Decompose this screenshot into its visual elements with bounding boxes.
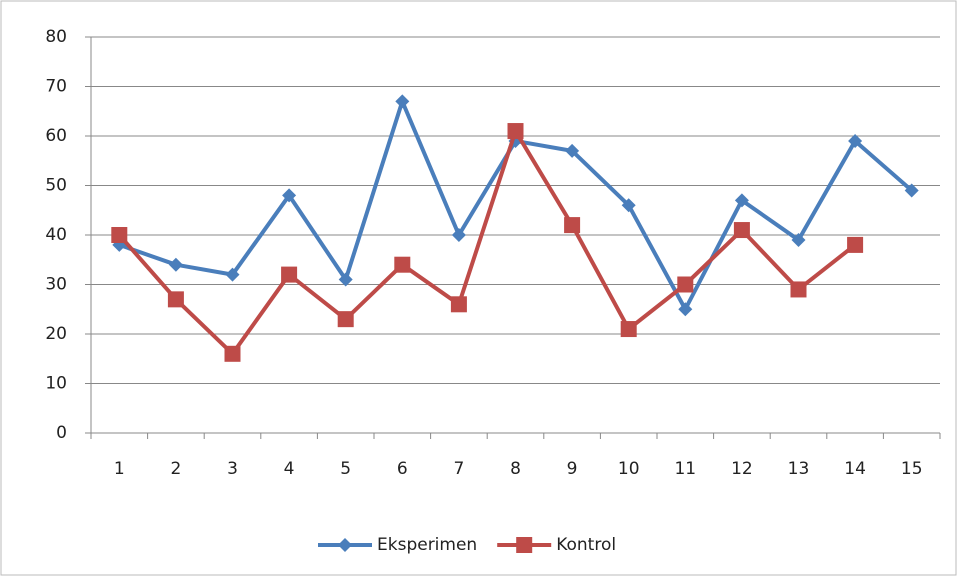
legend-marker — [338, 538, 352, 552]
y-tick-label: 40 — [45, 225, 67, 245]
x-tick-label: 6 — [397, 459, 408, 479]
data-point — [677, 276, 694, 293]
data-point — [224, 345, 241, 362]
data-point — [847, 236, 864, 253]
data-point — [337, 311, 354, 328]
y-tick-label: 70 — [45, 77, 67, 97]
data-point — [848, 133, 863, 148]
legend-label: Kontrol — [556, 535, 616, 555]
x-tick-label: 12 — [731, 459, 753, 479]
data-point — [791, 232, 806, 247]
data-point — [395, 94, 410, 109]
data-point — [282, 188, 297, 203]
x-tick-label: 8 — [510, 459, 521, 479]
data-point — [281, 266, 298, 283]
series-line — [117, 129, 857, 356]
x-tick-label: 15 — [901, 459, 923, 479]
x-tick-label: 13 — [788, 459, 810, 479]
y-tick-label: 30 — [45, 275, 67, 295]
x-tick-label: 7 — [453, 459, 464, 479]
data-point — [565, 143, 580, 158]
data-point — [167, 291, 184, 308]
data-point — [733, 222, 750, 239]
data-point — [678, 302, 693, 317]
legend-label: Eksperimen — [377, 535, 477, 555]
data-point — [620, 321, 637, 338]
y-tick-label: 10 — [45, 374, 67, 394]
x-tick-label: 1 — [114, 459, 125, 479]
data-point — [225, 267, 240, 282]
data-point — [111, 227, 128, 243]
x-tick-label: 3 — [227, 459, 238, 479]
y-tick-label: 60 — [45, 126, 67, 146]
x-tick-label: 14 — [844, 459, 866, 479]
data-point — [621, 198, 636, 213]
data-point — [394, 256, 411, 273]
data-point — [507, 123, 524, 140]
data-point — [904, 183, 919, 198]
y-tick-label: 20 — [45, 324, 67, 344]
data-point — [168, 257, 183, 272]
y-tick-label: 50 — [45, 176, 67, 196]
y-tick-label: 0 — [56, 423, 67, 443]
data-point — [450, 296, 467, 313]
data-point — [734, 193, 749, 208]
x-tick-label: 2 — [170, 459, 181, 479]
x-tick-label: 9 — [567, 459, 578, 479]
x-tick-label: 10 — [618, 459, 640, 479]
data-point — [451, 228, 466, 242]
data-point — [564, 217, 581, 234]
data-point — [790, 281, 807, 298]
y-tick-label: 80 — [45, 27, 67, 47]
x-tick-label: 4 — [284, 459, 295, 479]
data-point — [338, 272, 353, 287]
x-tick-label: 11 — [674, 459, 696, 479]
legend-marker — [516, 537, 533, 553]
x-tick-label: 5 — [340, 459, 351, 479]
